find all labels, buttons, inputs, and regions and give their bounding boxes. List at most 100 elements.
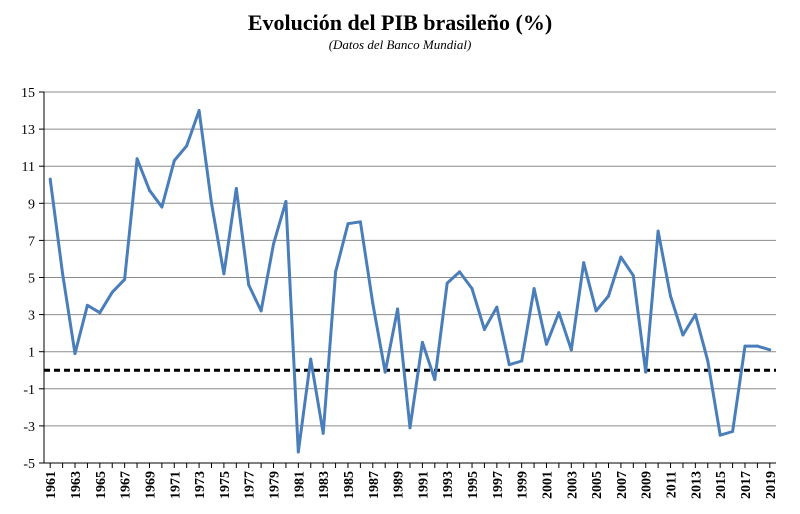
data-point bbox=[123, 277, 127, 281]
data-point bbox=[234, 186, 238, 190]
x-tick-label: 1961 bbox=[44, 471, 59, 499]
x-tick-label: 1973 bbox=[193, 471, 208, 499]
x-tick-label: 1977 bbox=[243, 471, 258, 499]
data-point bbox=[135, 157, 139, 161]
x-tick-label: 2013 bbox=[689, 471, 704, 499]
x-tick-label: 1985 bbox=[342, 471, 357, 499]
x-tick-label: 2009 bbox=[640, 471, 655, 499]
axes bbox=[39, 91, 776, 468]
x-tick-label: 1979 bbox=[268, 471, 283, 499]
data-point bbox=[458, 270, 462, 274]
data-point bbox=[160, 205, 164, 209]
x-tick-label: 1997 bbox=[491, 471, 506, 499]
y-tick-label: 13 bbox=[21, 123, 35, 138]
data-point bbox=[85, 303, 89, 307]
data-point bbox=[358, 220, 362, 224]
data-point bbox=[681, 333, 685, 337]
data-point bbox=[433, 378, 437, 382]
data-point bbox=[420, 340, 424, 344]
data-point bbox=[706, 359, 710, 363]
x-tick-labels: 1961 1963 1965 1967 1969 1971 1973 1975 1977 1979… bbox=[44, 471, 779, 499]
data-point bbox=[557, 311, 561, 315]
x-tick-label: 1989 bbox=[392, 471, 407, 499]
x-tick-label: 2019 bbox=[764, 471, 779, 499]
data-point bbox=[693, 313, 697, 317]
x-tick-label: 2001 bbox=[540, 471, 555, 499]
x-tick-label: 1991 bbox=[416, 471, 431, 499]
data-point bbox=[755, 344, 759, 348]
x-tick-label: 1965 bbox=[94, 471, 109, 499]
y-tick-label: -1 bbox=[23, 383, 35, 398]
x-tick-label: 1967 bbox=[119, 471, 134, 499]
data-point bbox=[569, 348, 573, 352]
y-tick-label: 7 bbox=[28, 234, 35, 249]
x-tick-label: 1975 bbox=[218, 471, 233, 499]
x-tick-label: 2015 bbox=[714, 471, 729, 499]
data-point bbox=[284, 199, 288, 203]
data-point bbox=[147, 188, 151, 192]
data-point bbox=[396, 307, 400, 311]
data-point bbox=[731, 429, 735, 433]
y-tick-label: 3 bbox=[28, 309, 35, 324]
x-tick-label: 1993 bbox=[441, 471, 456, 499]
series-line-pib bbox=[48, 109, 771, 454]
y-tick-label: 15 bbox=[21, 86, 35, 101]
data-point bbox=[296, 450, 300, 454]
data-point bbox=[334, 270, 338, 274]
data-point bbox=[98, 311, 102, 315]
chart-subtitle: (Datos del Banco Mundial) bbox=[328, 37, 472, 52]
y-tick-label: 11 bbox=[22, 160, 35, 175]
data-point bbox=[482, 327, 486, 331]
x-tick-label: 1983 bbox=[317, 471, 332, 499]
data-point bbox=[222, 272, 226, 276]
x-tick-label: 2003 bbox=[565, 471, 580, 499]
x-tick-label: 1987 bbox=[367, 471, 382, 499]
data-point bbox=[495, 305, 499, 309]
x-tick-label: 1963 bbox=[69, 471, 84, 499]
data-point bbox=[582, 261, 586, 265]
x-tick-label: 1981 bbox=[292, 471, 307, 499]
data-point bbox=[594, 309, 598, 313]
gridlines bbox=[44, 91, 776, 464]
x-tick-label: 1969 bbox=[143, 471, 158, 499]
x-tick-label: 1995 bbox=[466, 471, 481, 499]
data-point bbox=[445, 281, 449, 285]
data-point bbox=[607, 294, 611, 298]
data-point bbox=[383, 370, 387, 374]
x-tick-label: 2011 bbox=[665, 471, 680, 498]
y-tick-label: 1 bbox=[28, 346, 35, 361]
data-point bbox=[346, 222, 350, 226]
data-point bbox=[631, 274, 635, 278]
data-point bbox=[544, 342, 548, 346]
data-point bbox=[507, 363, 511, 367]
data-point bbox=[619, 255, 623, 259]
data-point bbox=[48, 177, 52, 181]
data-point bbox=[185, 144, 189, 148]
x-tick-label: 2005 bbox=[590, 471, 605, 499]
y-tick-labels: 15 13 11 9 7 5 3 1 -1 -3 -5 bbox=[21, 86, 35, 472]
data-point bbox=[309, 357, 313, 361]
data-point bbox=[272, 242, 276, 246]
data-point bbox=[247, 283, 251, 287]
data-point bbox=[172, 159, 176, 163]
y-tick-label: 9 bbox=[28, 197, 35, 212]
data-point bbox=[197, 109, 201, 113]
data-point bbox=[669, 294, 673, 298]
data-point bbox=[259, 309, 263, 313]
data-point bbox=[321, 431, 325, 435]
data-point bbox=[768, 348, 772, 352]
y-tick-label: -5 bbox=[23, 457, 35, 472]
data-point bbox=[371, 301, 375, 305]
data-point bbox=[110, 290, 114, 294]
data-point bbox=[718, 433, 722, 437]
x-tick-label: 2007 bbox=[615, 471, 630, 499]
data-point bbox=[532, 287, 536, 291]
data-point bbox=[520, 359, 524, 363]
data-point bbox=[408, 426, 412, 430]
data-point bbox=[470, 287, 474, 291]
chart-title: Evolución del PIB brasileño (%) bbox=[247, 10, 553, 35]
series-group bbox=[48, 109, 772, 454]
data-point bbox=[61, 272, 65, 276]
data-point bbox=[743, 344, 747, 348]
